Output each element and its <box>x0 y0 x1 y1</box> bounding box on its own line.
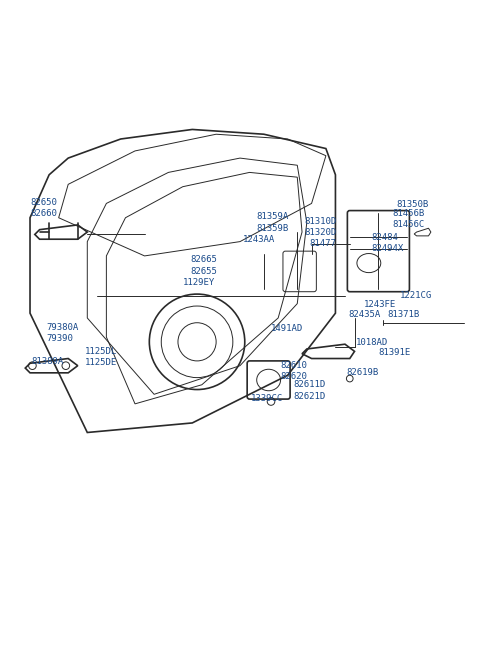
Text: 1221CG: 1221CG <box>400 291 432 299</box>
Text: 1339CC: 1339CC <box>251 394 283 403</box>
Text: 82610
82620: 82610 82620 <box>281 362 307 381</box>
Text: 81371B: 81371B <box>387 310 419 318</box>
Text: 81350B: 81350B <box>396 200 429 209</box>
Text: 82650
82660: 82650 82660 <box>30 198 57 218</box>
Text: 82484
82494X: 82484 82494X <box>371 233 404 253</box>
Text: 82665
82655: 82665 82655 <box>190 255 217 276</box>
Text: 1491AD: 1491AD <box>271 324 303 333</box>
Text: 81477: 81477 <box>309 240 336 248</box>
Text: 79380A
79390: 79380A 79390 <box>47 323 79 343</box>
Text: 1125DL
1125DE: 1125DL 1125DE <box>85 347 117 367</box>
Text: 81310D
81320D: 81310D 81320D <box>304 217 336 237</box>
Text: 81391E: 81391E <box>378 348 411 357</box>
Text: 82619B: 82619B <box>346 368 378 377</box>
Text: 1129EY: 1129EY <box>183 278 215 287</box>
Text: 1018AD: 1018AD <box>356 338 388 347</box>
Text: 81359A
81359B: 81359A 81359B <box>257 212 289 233</box>
Text: 81389A: 81389A <box>31 358 63 366</box>
Text: 82435A: 82435A <box>349 310 381 318</box>
Text: 81456B
81456C: 81456B 81456C <box>393 209 425 229</box>
Text: 1243AA: 1243AA <box>242 234 275 244</box>
Text: 1243FE: 1243FE <box>364 300 396 309</box>
Text: 82611D
82621D: 82611D 82621D <box>293 381 326 401</box>
